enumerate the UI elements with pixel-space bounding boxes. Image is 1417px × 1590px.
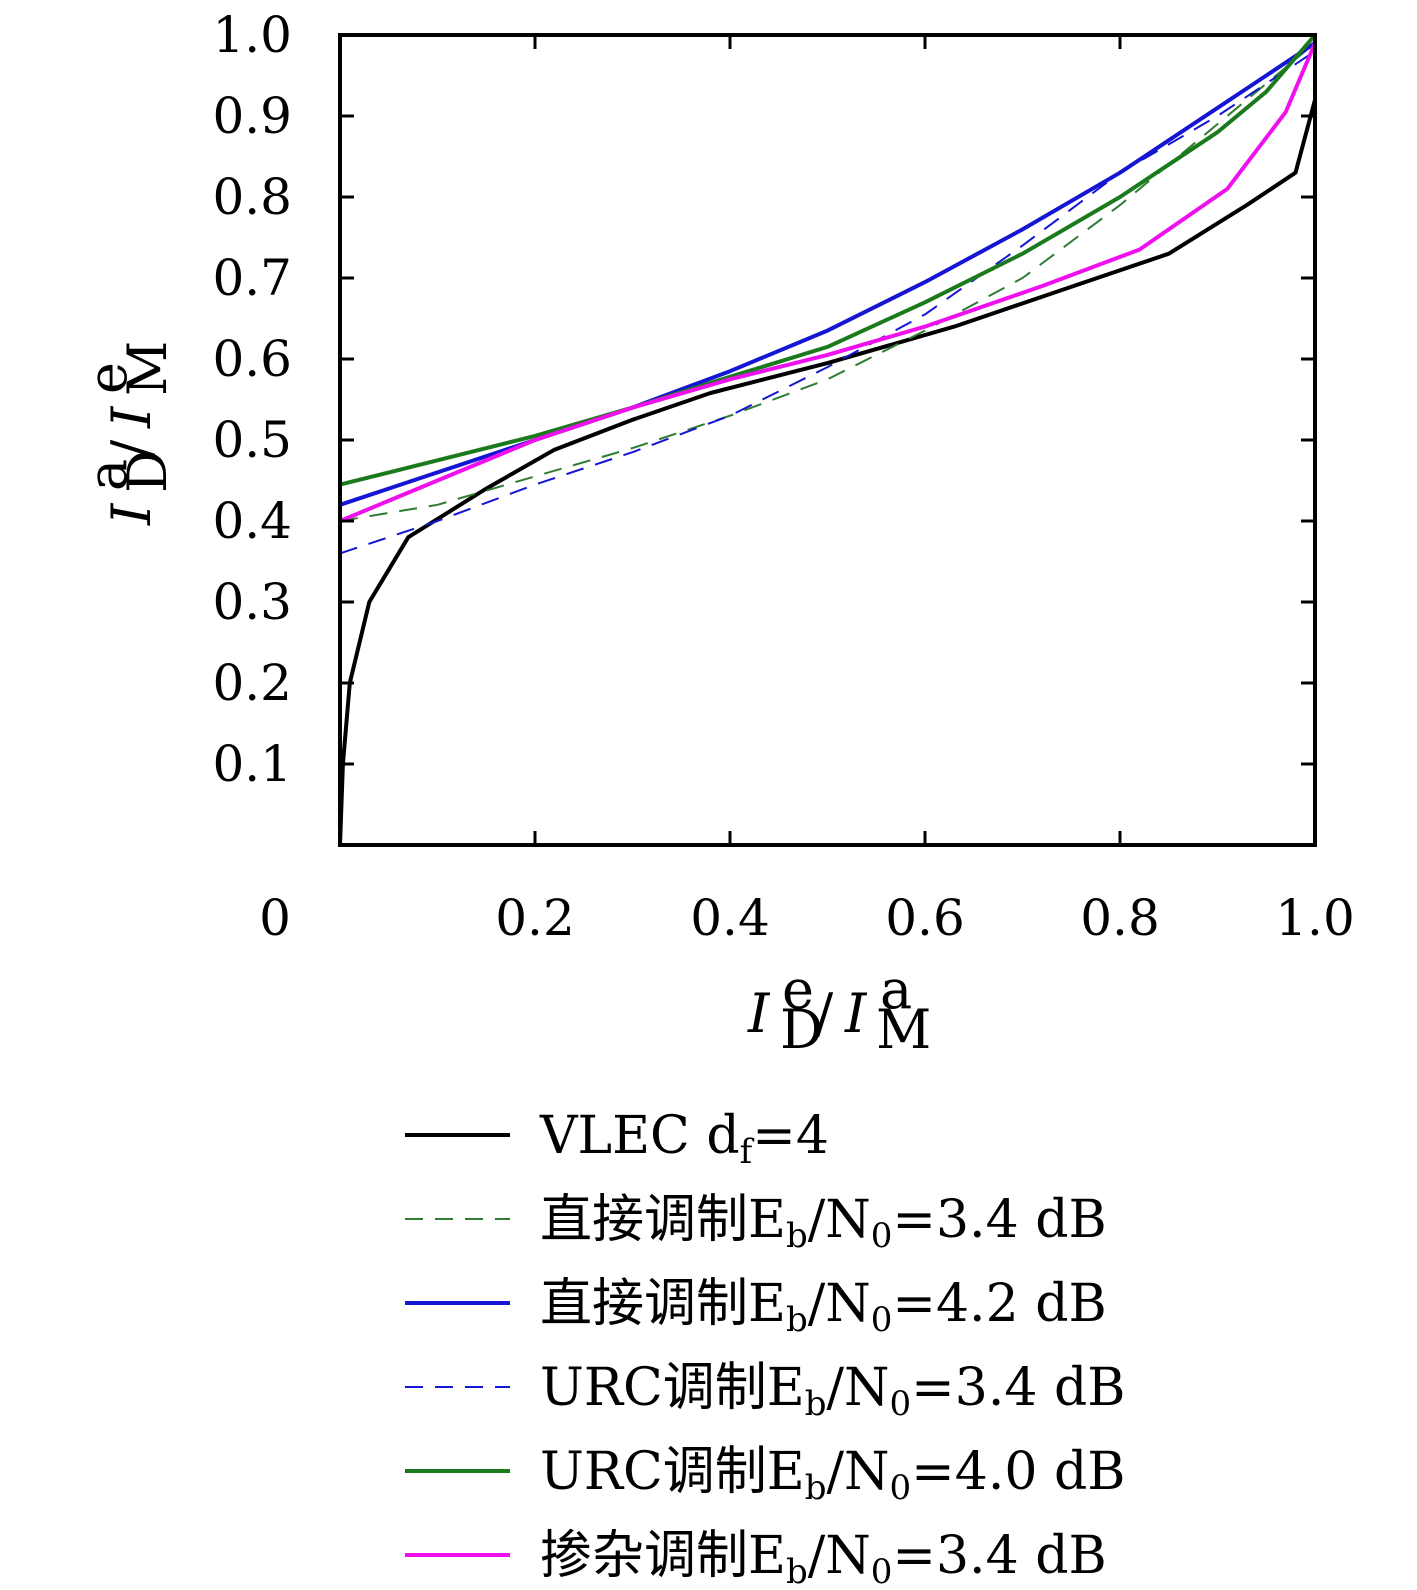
legend-label: 直接调制Eb/N0=3.4 dB	[540, 1190, 1107, 1256]
y-tick-label: 1.0	[212, 6, 292, 64]
legend: VLEC df=4 直接调制Eb/N0=3.4 dB 直接调制Eb/N0=4.2 d…	[405, 1106, 1125, 1590]
series-line-1	[339, 42, 1316, 522]
axis-tick-labels: 0 0.2 0.4 0.6 0.8 1.0 0.1 0.2 0.3 0.4 0.5 0.6 0.7 0.8…	[212, 6, 1354, 947]
svg-text:I: I	[100, 405, 163, 429]
svg-text:I: I	[100, 502, 163, 526]
x-axis-label: I e D / I a M	[747, 958, 931, 1061]
series-line-4	[339, 33, 1317, 487]
series-line-5	[339, 42, 1317, 523]
legend-label: 掺杂调制Eb/N0=3.4 dB	[540, 1526, 1107, 1590]
svg-text:a: a	[76, 459, 139, 491]
legend-label: VLEC df=4	[539, 1106, 829, 1172]
y-tick-label: 0.3	[212, 573, 292, 631]
y-tick-label: 0.4	[212, 492, 292, 550]
x-tick-label: 0.2	[495, 889, 575, 947]
svg-text:a: a	[880, 958, 912, 1021]
plot-lines	[338, 33, 1317, 846]
legend-label: URC调制Eb/N0=3.4 dB	[540, 1358, 1125, 1424]
series-line-0	[338, 99, 1317, 846]
x-tick-label: 1.0	[1275, 889, 1355, 947]
series-line-2	[339, 41, 1317, 507]
y-tick-label: 0.2	[212, 654, 292, 712]
y-tick-label: 0.8	[212, 168, 292, 226]
axis-ticks	[340, 35, 1315, 845]
y-axis-label: I a D / I e M	[76, 341, 179, 526]
series-line-3	[339, 50, 1316, 555]
y-tick-label: 0.1	[212, 735, 292, 793]
y-tick-label: 0.5	[212, 411, 292, 469]
svg-text:I: I	[747, 982, 771, 1045]
legend-label: URC调制Eb/N0=4.0 dB	[540, 1442, 1125, 1508]
plot-frame	[338, 33, 1317, 847]
svg-text:/: /	[100, 439, 163, 458]
svg-text:D: D	[116, 450, 179, 493]
y-tick-label: 0.6	[212, 330, 292, 388]
x-tick-label: 0	[259, 889, 291, 947]
svg-text:e: e	[782, 958, 814, 1021]
svg-text:D: D	[780, 998, 823, 1061]
y-tick-label: 0.9	[212, 87, 292, 145]
legend-label: 直接调制Eb/N0=4.2 dB	[540, 1274, 1107, 1340]
svg-text:e: e	[76, 362, 139, 394]
x-tick-label: 0.8	[1080, 889, 1160, 947]
svg-text:M: M	[876, 998, 931, 1061]
x-tick-label: 0.6	[885, 889, 965, 947]
svg-text:M: M	[116, 341, 179, 396]
svg-text:/: /	[815, 982, 834, 1045]
y-tick-label: 0.7	[212, 249, 292, 307]
x-tick-label: 0.4	[690, 889, 770, 947]
svg-text:I: I	[844, 982, 868, 1045]
